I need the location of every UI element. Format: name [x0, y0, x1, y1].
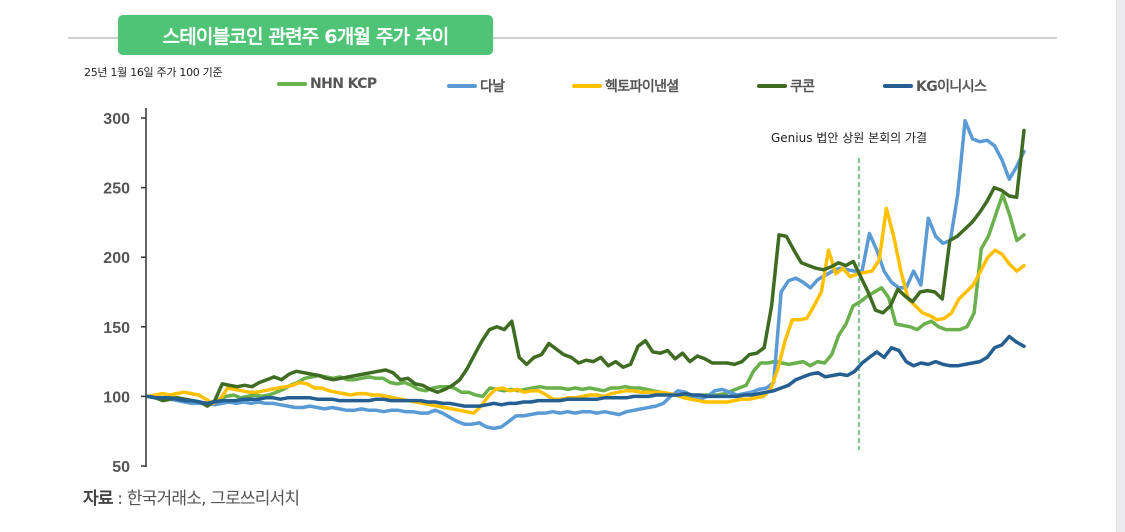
y-tick-label: 250 — [103, 181, 130, 198]
annotation-label: Genius 법안 상원 본회의 가결 — [771, 131, 927, 145]
chart-title: 스테이블코인 관련주 6개월 주가 추이 — [162, 25, 450, 48]
legend-item: 다날 — [447, 76, 505, 96]
legend-label: 헥토파이낸셜 — [605, 79, 679, 95]
legend-swatch-icon — [572, 84, 602, 88]
header-divider — [68, 37, 1057, 39]
series-line — [146, 334, 1026, 408]
source-separator: : — [112, 489, 127, 509]
legend-label: 다날 — [480, 79, 505, 95]
series-line — [146, 128, 1026, 408]
legend-label: 쿠콘 — [790, 79, 815, 95]
legend-swatch-icon — [277, 82, 307, 86]
source-text: 한국거래소, 그로쓰리서치 — [126, 489, 300, 509]
scrollbar[interactable] — [1116, 0, 1125, 532]
series-lines — [146, 119, 1026, 431]
y-tick-label: 50 — [112, 459, 130, 476]
source-label: 자료 — [83, 489, 113, 509]
chart-title-banner: 스테이블코인 관련주 6개월 주가 추이 — [118, 15, 493, 55]
legend-swatch-icon — [447, 84, 477, 88]
y-axis: 50 100 150 200 250 300 — [103, 108, 147, 476]
annotation: Genius 법안 상원 본회의 가결 — [771, 131, 927, 450]
series-line — [146, 119, 1026, 431]
legend-item: 쿠콘 — [757, 76, 815, 96]
y-tick-label: 200 — [103, 250, 130, 267]
series-line — [146, 206, 1026, 415]
y-tick-label: 150 — [103, 320, 130, 337]
baseline-note: 25년 1월 16일 주가 100 기준 — [84, 66, 223, 79]
legend-item: KG이니시스 — [883, 76, 987, 96]
legend-swatch-icon — [757, 84, 787, 88]
legend-label: NHN KCP — [310, 76, 377, 92]
legend-label: KG이니시스 — [916, 79, 987, 95]
y-tick-label: 100 — [103, 389, 130, 406]
legend-item: 헥토파이낸셜 — [572, 76, 679, 96]
source-note: 자료 : 한국거래소, 그로쓰리서치 — [83, 484, 300, 509]
legend-swatch-icon — [883, 84, 913, 88]
y-tick-label: 300 — [103, 111, 130, 128]
legend-item: NHN KCP — [277, 76, 377, 92]
